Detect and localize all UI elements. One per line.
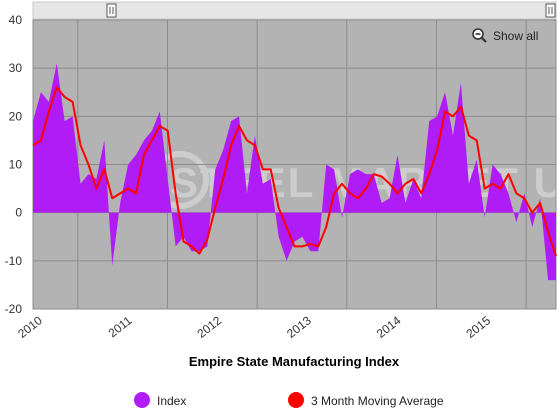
navigator-right-handle[interactable] xyxy=(545,3,556,18)
moving-average-line xyxy=(32,86,557,257)
y-tick-label: 10 xyxy=(9,158,23,172)
legend: Index 3 Month Moving Average xyxy=(134,392,444,408)
y-tick-label: 0 xyxy=(15,206,22,220)
x-tick-label: 2010 xyxy=(15,313,45,341)
show-all-label: Show all xyxy=(493,29,538,43)
x-tick-label: 2015 xyxy=(463,313,493,341)
legend-label-index: Index xyxy=(157,394,186,408)
index-area xyxy=(33,63,556,281)
x-tick-label: 2011 xyxy=(106,313,135,340)
legend-item-index[interactable]: Index xyxy=(134,392,186,408)
zoom-out-icon xyxy=(472,28,487,43)
moving-average-series xyxy=(32,86,557,257)
x-axis-title: Empire State Manufacturing Index xyxy=(189,354,400,369)
y-tick-label: 20 xyxy=(9,109,23,123)
x-tick-label: 2014 xyxy=(374,313,404,341)
x-axis-ticks: 2010 2011 2012 2013 2014 2015 xyxy=(15,313,493,341)
y-tick-label: -10 xyxy=(5,254,23,268)
index-series xyxy=(33,63,556,281)
navigator-left-handle[interactable] xyxy=(106,3,117,18)
legend-marker-moving-average xyxy=(288,392,304,408)
y-tick-label: 30 xyxy=(9,61,23,75)
x-tick-label: 2012 xyxy=(194,313,224,341)
legend-label-moving-average: 3 Month Moving Average xyxy=(311,394,444,408)
show-all-button[interactable]: Show all xyxy=(467,24,549,46)
legend-marker-index xyxy=(134,392,150,408)
y-tick-label: 40 xyxy=(9,13,23,27)
navigator-bar[interactable] xyxy=(32,1,557,20)
x-tick-label: 2013 xyxy=(284,313,314,341)
y-tick-label: -20 xyxy=(5,302,23,316)
y-axis-ticks: 40 30 20 10 0 -10 -20 xyxy=(5,13,23,316)
legend-item-moving-average[interactable]: 3 Month Moving Average xyxy=(288,392,444,408)
